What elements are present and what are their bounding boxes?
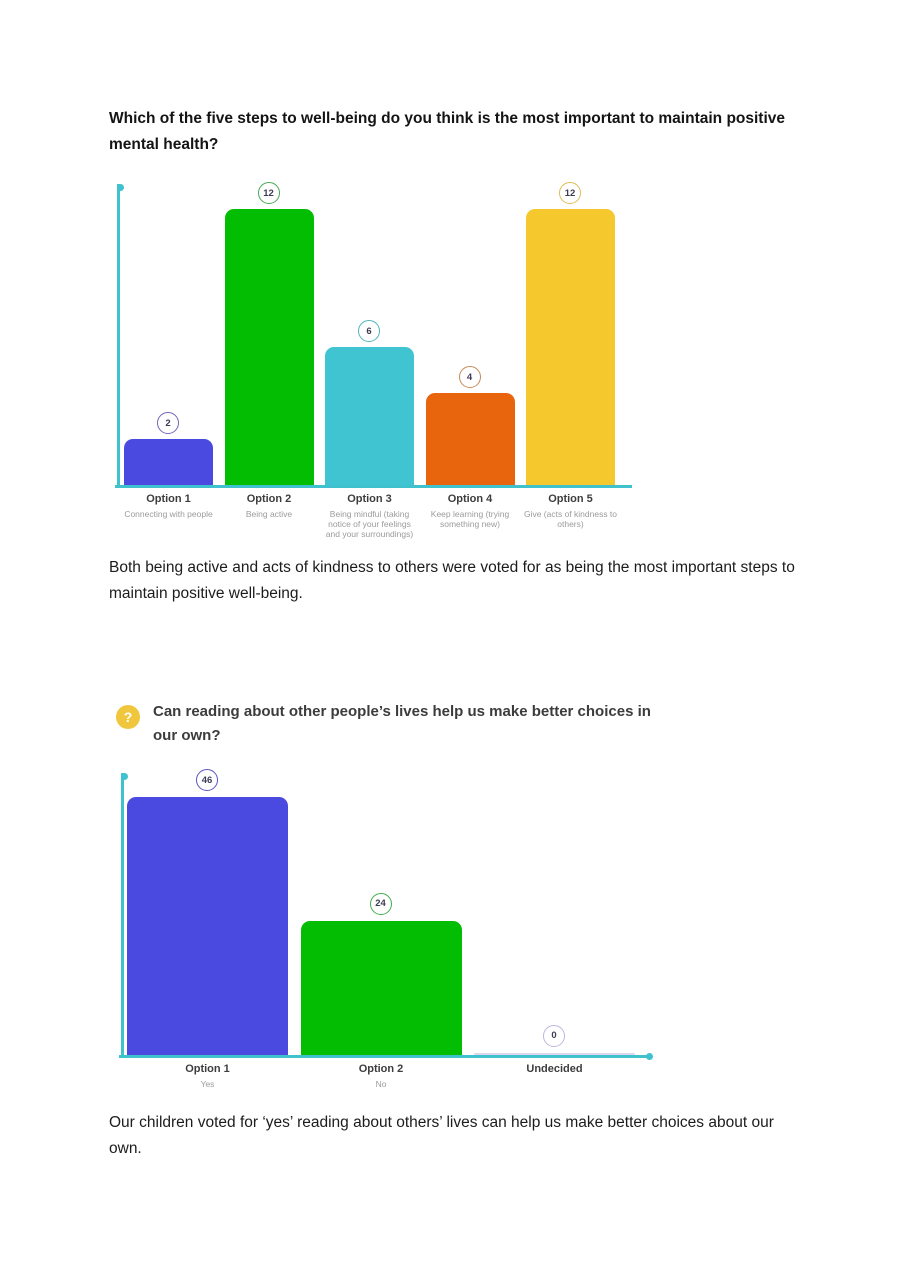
axis-dot-icon [646, 1052, 653, 1060]
axis-dot-icon [116, 184, 124, 191]
bar-option-2 [224, 209, 314, 485]
axis-dot-icon [120, 773, 128, 780]
category-label: Option 2 No [296, 1063, 466, 1089]
category-label: Undecided [526, 1063, 583, 1075]
value-badge: 4 [458, 366, 481, 388]
category-label: Option 2 Being active [220, 493, 318, 519]
value-badge: 2 [157, 412, 179, 434]
category-sublabel: Keep learning (trying something new) [430, 509, 510, 529]
x-axis [115, 485, 632, 488]
category-label: Option 3 Being mindful (taking notice of … [321, 493, 419, 539]
bar-undecided [474, 1052, 635, 1055]
value-badge: 24 [369, 892, 392, 915]
category-sublabel: Yes [200, 1079, 215, 1089]
value-badge: 46 [196, 769, 218, 792]
chart-reading-poll: 46 Option 1 Yes 24 Option 2 No 0 Undecided [119, 769, 653, 1105]
question-1-heading: Which of the five steps to well-being do… [109, 110, 786, 153]
bar-option-2 [300, 920, 462, 1055]
bar-option-4 [425, 393, 515, 485]
category-label: Option 5 Give (acts of kindness to others… [522, 493, 620, 529]
question-2: ? Can reading about other people’s lives… [116, 700, 676, 748]
value-badge: 6 [358, 320, 380, 342]
category-sublabel: No [375, 1079, 387, 1089]
category-label: Option 1 Connecting with people [120, 493, 218, 519]
bar-option-5 [526, 209, 615, 485]
category-label: Option 4 Keep learning (trying something … [421, 493, 519, 529]
paragraph-results-1: Both being active and acts of kindness t… [109, 559, 795, 602]
chart-wellbeing-steps: 2 Option 1 Connecting with people 12 Option … [115, 181, 635, 551]
value-badge: 0 [543, 1024, 565, 1047]
bar-option-1 [127, 797, 288, 1055]
paragraph-results-2: Our children voted for ‘yes’ reading abo… [109, 1114, 774, 1157]
category-sublabel: Give (acts of kindness to others) [523, 509, 618, 529]
question-2-text: Can reading about other people’s lives h… [153, 703, 651, 744]
value-badge: 12 [257, 182, 280, 204]
x-axis [119, 1055, 649, 1058]
category-sublabel: Being mindful (taking notice of your fee… [325, 509, 414, 539]
bar-option-3 [325, 347, 414, 485]
category-label: Option 1 Yes [123, 1063, 293, 1089]
bar-option-1 [124, 439, 213, 485]
y-axis [120, 773, 128, 1058]
category-sublabel: Connecting with people [124, 509, 213, 519]
category-sublabel: Being active [245, 509, 293, 519]
question-mark-icon: ? [116, 705, 140, 729]
y-axis [116, 184, 124, 488]
value-badge: 12 [559, 182, 581, 204]
